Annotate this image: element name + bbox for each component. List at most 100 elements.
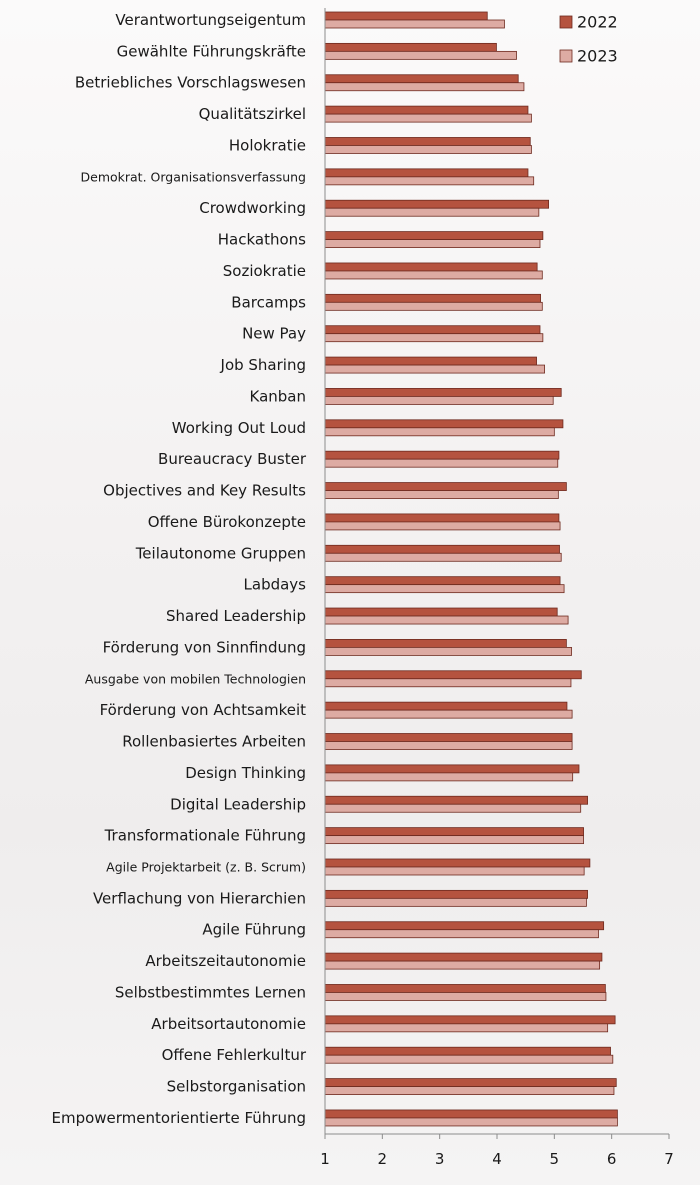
category-label: Förderung von Sinnfindung bbox=[103, 638, 306, 656]
bar-2022-6 bbox=[324, 199, 550, 209]
x-tick-label: 4 bbox=[492, 1150, 502, 1168]
category-label: Selbstbestimmtes Lernen bbox=[115, 983, 306, 1001]
bar-2023-5 bbox=[324, 176, 535, 186]
bar-2023-1 bbox=[324, 50, 517, 60]
category-label: Crowdworking bbox=[199, 199, 306, 217]
bar-2022-2 bbox=[324, 74, 519, 84]
x-axis: 1 2 3 4 5 6 7 bbox=[320, 8, 674, 1168]
category-label: New Pay bbox=[242, 325, 306, 343]
bar-2022-18 bbox=[324, 576, 561, 586]
bar-2022-17 bbox=[324, 544, 560, 554]
bar-2023-10 bbox=[324, 333, 544, 343]
category-label: Hackathons bbox=[218, 231, 306, 249]
legend-swatch-2023 bbox=[559, 49, 573, 63]
category-label: Betriebliches Vorschlagswesen bbox=[75, 74, 306, 92]
bar-2022-32 bbox=[324, 1015, 616, 1025]
bar-2023-17 bbox=[324, 552, 562, 562]
bar-2022-4 bbox=[324, 137, 531, 146]
bar-2023-15 bbox=[324, 490, 559, 499]
category-label: Agile Projektarbeit (z. B. Scrum) bbox=[106, 859, 306, 874]
bar-2022-35 bbox=[324, 1109, 618, 1119]
category-label: Holokratie bbox=[229, 136, 306, 154]
bar-2023-11 bbox=[324, 364, 545, 374]
bar-2023-4 bbox=[324, 145, 532, 154]
bar-2022-13 bbox=[324, 419, 564, 429]
bar-2022-30 bbox=[324, 952, 603, 962]
bar-2022-0 bbox=[324, 11, 488, 21]
bar-2023-32 bbox=[324, 1023, 609, 1033]
bar-2023-14 bbox=[324, 458, 559, 468]
legend-label-2022: 2022 bbox=[577, 13, 618, 32]
bar-2022-5 bbox=[324, 168, 529, 178]
bar-2022-19 bbox=[324, 607, 558, 617]
category-label: Labdays bbox=[244, 576, 307, 594]
bar-2022-22 bbox=[324, 701, 568, 711]
x-tick-label: 7 bbox=[664, 1150, 674, 1168]
category-label: Soziokratie bbox=[223, 262, 306, 280]
bar-2022-24 bbox=[324, 764, 580, 774]
category-label: Verflachung von Hierarchien bbox=[93, 889, 306, 907]
bar-2023-31 bbox=[324, 992, 607, 1001]
bar-2022-7 bbox=[324, 231, 544, 240]
bar-2023-8 bbox=[324, 270, 543, 280]
bar-2022-8 bbox=[324, 262, 538, 272]
bar-2023-13 bbox=[324, 427, 555, 437]
bar-2023-29 bbox=[324, 929, 599, 939]
category-label: Arbeitsortautonomie bbox=[151, 1015, 306, 1033]
bar-2022-21 bbox=[324, 670, 582, 680]
category-label: Förderung von Achtsamkeit bbox=[100, 701, 307, 719]
category-label: Agile Führung bbox=[202, 921, 306, 939]
category-label: Kanban bbox=[250, 387, 307, 405]
legend-swatch-2022 bbox=[559, 15, 573, 29]
category-label: Verantwortungseigentum bbox=[115, 11, 306, 29]
bar-2023-19 bbox=[324, 615, 569, 625]
category-label: Rollenbasiertes Arbeiten bbox=[122, 733, 306, 751]
category-label: Offene Bürokonzepte bbox=[148, 513, 306, 531]
category-label: Shared Leadership bbox=[166, 607, 306, 625]
bar-2022-28 bbox=[324, 889, 588, 899]
category-label: Teilautonome Gruppen bbox=[135, 544, 306, 562]
bar-2023-3 bbox=[324, 113, 532, 123]
category-label: Barcamps bbox=[231, 293, 306, 311]
bar-2023-21 bbox=[324, 678, 572, 688]
category-label: Job Sharing bbox=[220, 356, 306, 374]
category-label: Ausgabe von mobilen Technologien bbox=[85, 671, 306, 686]
bar-2023-12 bbox=[324, 396, 554, 405]
bar-2023-7 bbox=[324, 239, 541, 248]
category-label: Demokrat. Organisationsverfassung bbox=[81, 169, 307, 184]
category-label: Offene Fehlerkultur bbox=[162, 1046, 307, 1064]
category-label: Transformationale Führung bbox=[104, 827, 306, 845]
bars bbox=[324, 11, 618, 1127]
bar-2023-25 bbox=[324, 803, 582, 813]
bar-2023-34 bbox=[324, 1086, 615, 1095]
category-label: Bureaucracy Buster bbox=[158, 450, 307, 468]
bar-2022-29 bbox=[324, 921, 605, 931]
bar-2022-15 bbox=[324, 482, 567, 491]
bar-2022-33 bbox=[324, 1046, 611, 1056]
bar-2022-1 bbox=[324, 42, 497, 52]
bar-2022-3 bbox=[324, 105, 529, 115]
bar-2023-24 bbox=[324, 772, 574, 782]
bar-2023-18 bbox=[324, 584, 565, 594]
legend: 2022 2023 bbox=[559, 13, 618, 66]
bar-2022-27 bbox=[324, 858, 591, 868]
bar-2023-22 bbox=[324, 709, 573, 719]
category-label: Design Thinking bbox=[185, 764, 306, 782]
bar-2023-35 bbox=[324, 1117, 618, 1127]
bar-2023-0 bbox=[324, 19, 505, 29]
category-label: Gewählte Führungskräfte bbox=[117, 42, 306, 60]
category-label: Empowermentorientierte Führung bbox=[51, 1109, 306, 1127]
bar-2022-20 bbox=[324, 639, 567, 648]
category-label: Digital Leadership bbox=[170, 795, 306, 813]
bar-2023-2 bbox=[324, 82, 525, 92]
bar-2022-12 bbox=[324, 388, 562, 397]
bar-2023-30 bbox=[324, 960, 601, 970]
bar-2023-33 bbox=[324, 1054, 614, 1064]
bar-2022-25 bbox=[324, 795, 588, 805]
x-tick-label: 5 bbox=[550, 1150, 560, 1168]
x-tick-label: 3 bbox=[435, 1150, 445, 1168]
bar-2022-23 bbox=[324, 733, 573, 742]
category-label: Arbeitszeitautonomie bbox=[145, 952, 306, 970]
